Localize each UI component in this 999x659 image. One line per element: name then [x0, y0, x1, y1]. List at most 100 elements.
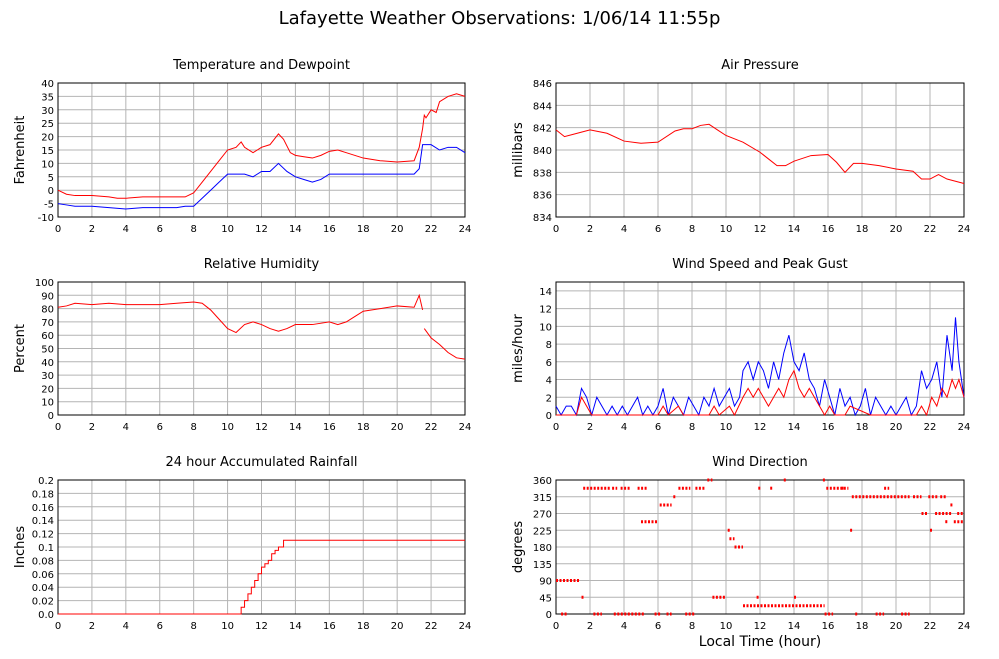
y-tick-label: 270	[533, 510, 552, 521]
y-tick-label: 0.18	[32, 489, 54, 500]
x-tick-label: 8	[689, 422, 695, 433]
y-tick-label: 20	[41, 384, 54, 395]
x-tick-label: 6	[157, 422, 163, 433]
x-tick-label: 20	[890, 224, 903, 235]
y-tick-label: 10	[539, 322, 552, 333]
y-tick-label: -10	[38, 213, 54, 224]
y-tick-label: 80	[41, 305, 54, 316]
x-tick-label: 12	[255, 422, 268, 433]
x-tick-label: 0	[55, 224, 61, 235]
x-tick-label: 12	[754, 621, 767, 632]
x-tick-label: 16	[323, 621, 336, 632]
plot-frame	[57, 281, 466, 416]
plot-frame	[57, 82, 466, 218]
x-tick-label: 16	[323, 422, 336, 433]
series-line-1	[555, 123, 965, 184]
y-axis-label: millibars	[511, 122, 526, 178]
series-line-2	[423, 328, 466, 360]
chart-title: Air Pressure	[721, 58, 799, 73]
plot-frame	[57, 479, 466, 615]
x-tick-label: 10	[221, 422, 234, 433]
x-tick-label: 2	[587, 224, 593, 235]
y-tick-label: 135	[533, 560, 552, 571]
x-tick-label: 4	[621, 621, 627, 632]
x-tick-label: 20	[890, 422, 903, 433]
chart-title: Wind Direction	[712, 455, 808, 470]
x-tick-label: 20	[890, 621, 903, 632]
chart-title: Relative Humidity	[204, 257, 320, 272]
x-tick-label: 0	[553, 224, 559, 235]
y-tick-label: 4	[546, 376, 552, 387]
x-tick-label: 16	[323, 224, 336, 235]
plot-frame	[555, 82, 965, 218]
x-tick-label: 20	[391, 422, 404, 433]
x-tick-label: 2	[89, 621, 95, 632]
y-tick-label: 50	[41, 345, 54, 356]
x-tick-label: 6	[655, 224, 661, 235]
y-tick-label: 0.02	[32, 597, 54, 608]
y-tick-label: 360	[533, 476, 552, 487]
y-axis-label: Fahrenheit	[13, 116, 28, 185]
x-tick-label: 22	[924, 224, 937, 235]
chart-title: Temperature and Dewpoint	[172, 58, 350, 73]
y-tick-label: 838	[533, 168, 552, 179]
x-tick-label: 4	[621, 422, 627, 433]
x-tick-label: 2	[587, 422, 593, 433]
x-tick-label: 24	[958, 224, 971, 235]
y-tick-label: 0.06	[32, 570, 54, 581]
x-tick-label: 0	[55, 422, 61, 433]
y-tick-label: 225	[533, 526, 552, 537]
y-tick-label: 20	[41, 133, 54, 144]
y-tick-label: 0.14	[32, 516, 54, 527]
x-tick-label: 10	[221, 224, 234, 235]
y-tick-label: 5	[48, 173, 54, 184]
y-tick-label: 100	[35, 278, 54, 289]
series-line-2	[57, 144, 466, 210]
x-tick-label: 14	[289, 422, 302, 433]
y-tick-label: 15	[41, 146, 54, 157]
y-tick-label: 0	[546, 411, 552, 422]
y-tick-label: 30	[41, 371, 54, 382]
x-tick-label: 22	[924, 621, 937, 632]
y-tick-label: 0.2	[38, 476, 54, 487]
x-tick-label: 2	[89, 224, 95, 235]
y-tick-label: 90	[41, 291, 54, 302]
y-tick-label: 30	[41, 106, 54, 117]
series-line-1	[57, 293, 424, 334]
x-tick-label: 24	[459, 621, 472, 632]
y-tick-label: 836	[533, 191, 552, 202]
x-tick-label: 16	[822, 621, 835, 632]
chart-title: Wind Speed and Peak Gust	[672, 257, 847, 272]
x-tick-label: 18	[357, 621, 370, 632]
y-tick-label: 844	[533, 101, 552, 112]
x-tick-label: 8	[689, 224, 695, 235]
x-tick-label: 14	[788, 422, 801, 433]
x-tick-label: 10	[720, 621, 733, 632]
x-tick-label: 0	[553, 621, 559, 632]
y-tick-label: 0.1	[38, 543, 54, 554]
x-tick-label: 4	[123, 422, 129, 433]
x-tick-label: 2	[89, 422, 95, 433]
x-tick-label: 18	[357, 224, 370, 235]
y-tick-label: 35	[41, 92, 54, 103]
x-tick-label: 12	[255, 224, 268, 235]
y-tick-label: -5	[44, 200, 54, 211]
y-tick-label: 2	[546, 393, 552, 404]
x-tick-label: 10	[720, 224, 733, 235]
x-tick-label: 14	[788, 224, 801, 235]
x-tick-label: 6	[655, 422, 661, 433]
x-tick-label: 22	[924, 422, 937, 433]
x-tick-label: 14	[289, 621, 302, 632]
chart-title: 24 hour Accumulated Rainfall	[165, 455, 357, 470]
page-title: Lafayette Weather Observations: 1/06/14 …	[278, 8, 721, 29]
x-tick-label: 10	[221, 621, 234, 632]
plot-frame	[555, 479, 965, 615]
x-tick-label: 4	[123, 224, 129, 235]
x-tick-label: 6	[157, 224, 163, 235]
x-tick-label: 18	[856, 621, 869, 632]
y-tick-label: 0	[48, 411, 54, 422]
y-tick-label: 60	[41, 331, 54, 342]
